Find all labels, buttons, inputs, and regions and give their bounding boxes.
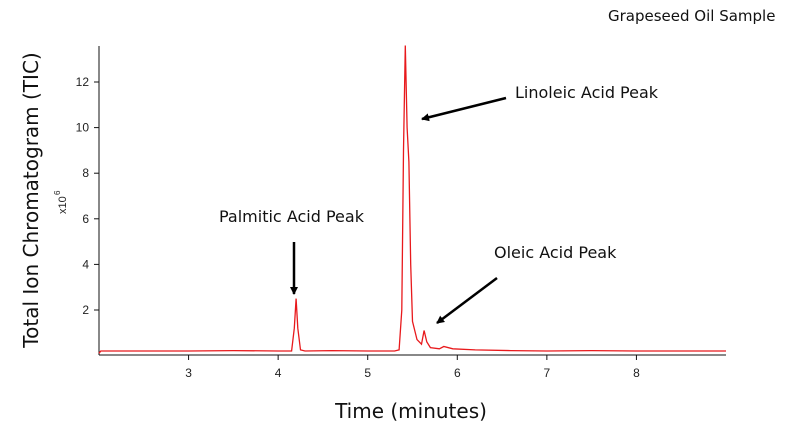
x-tick-label: 4	[275, 366, 282, 380]
x-tick-label: 5	[364, 366, 371, 380]
series-line-tic	[98, 45, 726, 354]
annotations: Palmitic Acid Peak Linoleic Acid Peak Olei…	[219, 83, 659, 324]
x-tick-label: 8	[633, 366, 640, 380]
y-tick-label: 12	[76, 75, 90, 89]
y-tick-label: 8	[82, 166, 89, 180]
y-scale-exponent: 6	[53, 190, 62, 195]
x-tick-label: 7	[544, 366, 551, 380]
y-tick-label: 10	[76, 121, 90, 135]
x-tick-label: 3	[185, 366, 192, 380]
y-axis-label: Total Ion Chromatogram (TIC)	[19, 52, 43, 348]
annotation-arrow	[436, 277, 498, 324]
chart-title: Grapeseed Oil Sample	[608, 7, 775, 25]
axes: 3 4 5 6 7 8 2 4 6 8 10 12	[76, 46, 726, 380]
annotation-arrow	[421, 96, 507, 122]
x-axis-label: Time (minutes)	[334, 399, 487, 423]
annotation-label: Linoleic Acid Peak	[515, 83, 659, 102]
y-tick-label: 4	[82, 257, 89, 271]
y-tick-label: 2	[82, 303, 89, 317]
annotation-label: Palmitic Acid Peak	[219, 207, 365, 226]
x-tick-label: 6	[454, 366, 461, 380]
annotation-label: Oleic Acid Peak	[494, 243, 617, 262]
y-scale-label: x10	[57, 196, 69, 214]
y-tick-label: 6	[82, 212, 89, 226]
